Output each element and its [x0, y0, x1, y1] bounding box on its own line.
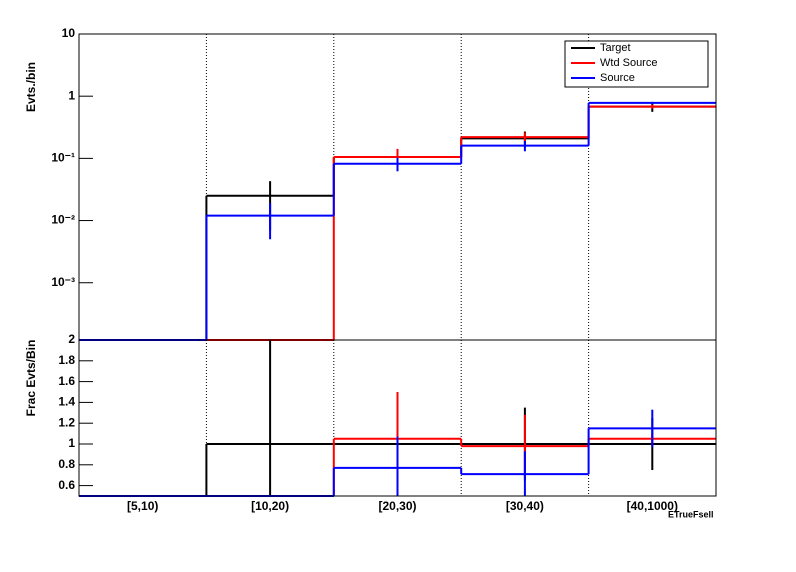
y-tick-label: 1	[68, 436, 75, 450]
x-tick-label: [5,10)	[127, 499, 158, 513]
x-tick-label: [10,20)	[251, 499, 289, 513]
y-tick-label: 10⁻²	[51, 213, 75, 227]
y-axis-label: Evts./bin	[24, 62, 38, 112]
y-tick-label: 2	[68, 332, 75, 346]
y-tick-label: 1.6	[58, 374, 75, 388]
y-tick-label: 0.8	[58, 457, 75, 471]
y-tick-label: 10⁻¹	[51, 151, 75, 165]
y-tick-label: 1	[68, 88, 75, 102]
x-axis-label: ETrueFsell	[668, 509, 714, 519]
y-tick-label: 1.8	[58, 353, 75, 367]
y-tick-label: 10⁻³	[51, 275, 75, 289]
x-tick-label: [30,40)	[506, 499, 544, 513]
y-tick-label: 0.6	[58, 478, 75, 492]
legend-label: Source	[600, 72, 635, 84]
y-tick-label: 1.4	[58, 395, 75, 409]
legend-label: Target	[600, 42, 631, 54]
y-tick-label: 10	[62, 26, 76, 40]
x-tick-label: [20,30)	[378, 499, 416, 513]
plot-frame	[78, 339, 717, 497]
legend-label: Wtd Source	[600, 57, 657, 69]
y-axis-label: Frac Evts/Bin	[24, 340, 38, 417]
x-tick-label: [40,1000)	[627, 499, 678, 513]
y-tick-label: 1.2	[58, 415, 75, 429]
